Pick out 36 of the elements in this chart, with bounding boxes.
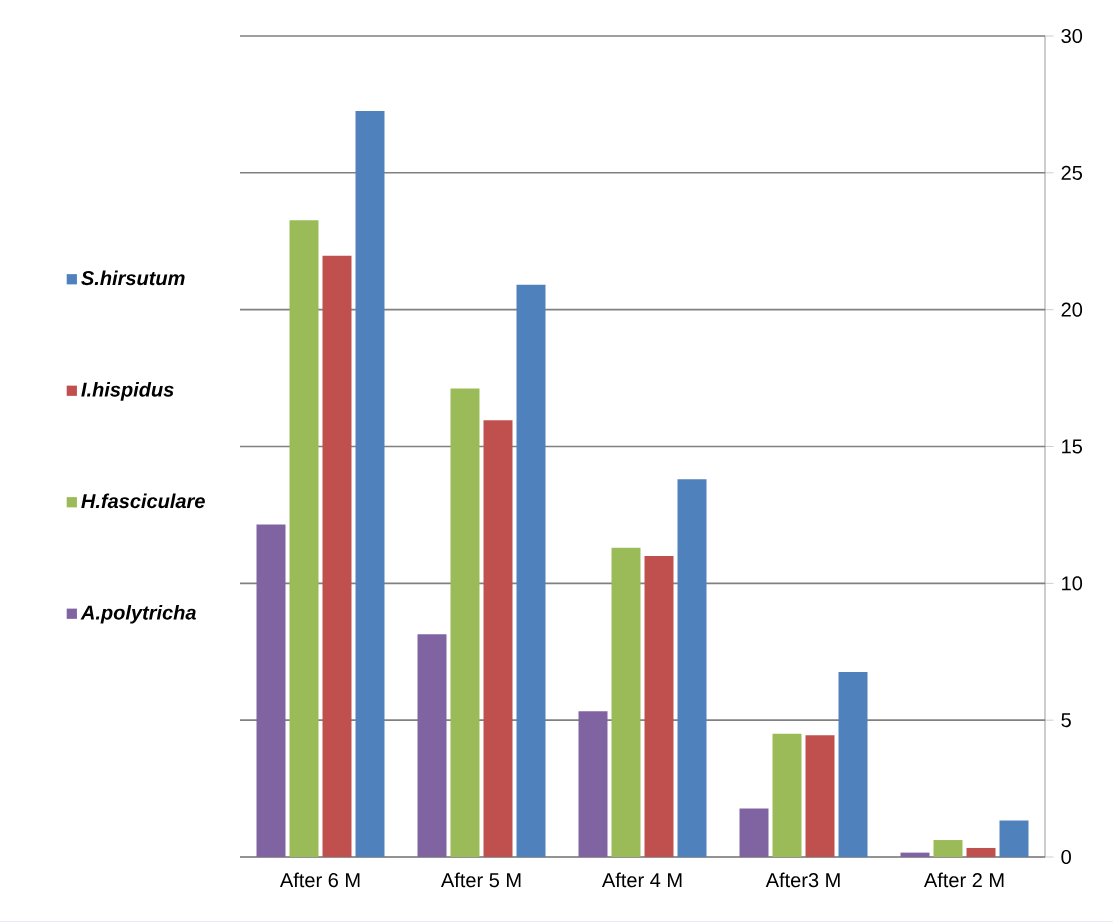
- legend-label: I.hispidus: [81, 382, 174, 401]
- legend-label: H.fasciculare: [81, 493, 205, 509]
- y-tick-label: 25: [1061, 165, 1083, 180]
- bar: [966, 847, 996, 857]
- bar: [355, 110, 385, 857]
- x-tick-label: After3 M: [765, 872, 840, 888]
- bar: [578, 711, 608, 857]
- legend-label: A.polytricha: [80, 604, 196, 624]
- bar: [838, 672, 868, 857]
- bar: [999, 820, 1029, 857]
- bar: [933, 840, 963, 857]
- y-tick-label: 10: [1062, 576, 1083, 591]
- bar: [483, 420, 513, 857]
- bar: [644, 555, 674, 857]
- bar: [805, 735, 835, 857]
- bar: [417, 634, 447, 857]
- bar: [322, 255, 352, 857]
- bar: [256, 524, 286, 857]
- bar: [739, 808, 769, 857]
- bar: [516, 284, 546, 857]
- y-tick-label: 20: [1061, 302, 1083, 317]
- bar: [900, 852, 930, 857]
- y-tick-label: 5: [1061, 713, 1071, 728]
- legend-label: S.hirsutum: [81, 270, 185, 286]
- bar: [450, 388, 480, 857]
- x-tick-label: After 2 M: [923, 872, 1004, 888]
- bar: [289, 220, 319, 857]
- bar: [677, 479, 707, 857]
- x-tick-label: After 6 M: [279, 872, 360, 888]
- bar: [772, 733, 802, 857]
- y-tick-label: 15: [1062, 439, 1083, 454]
- y-tick-label: 30: [1061, 28, 1083, 44]
- x-tick-label: After 4 M: [601, 872, 682, 888]
- bar: [611, 547, 641, 857]
- y-tick-label: 0: [1061, 849, 1071, 865]
- x-tick-label: After 5 M: [440, 872, 521, 888]
